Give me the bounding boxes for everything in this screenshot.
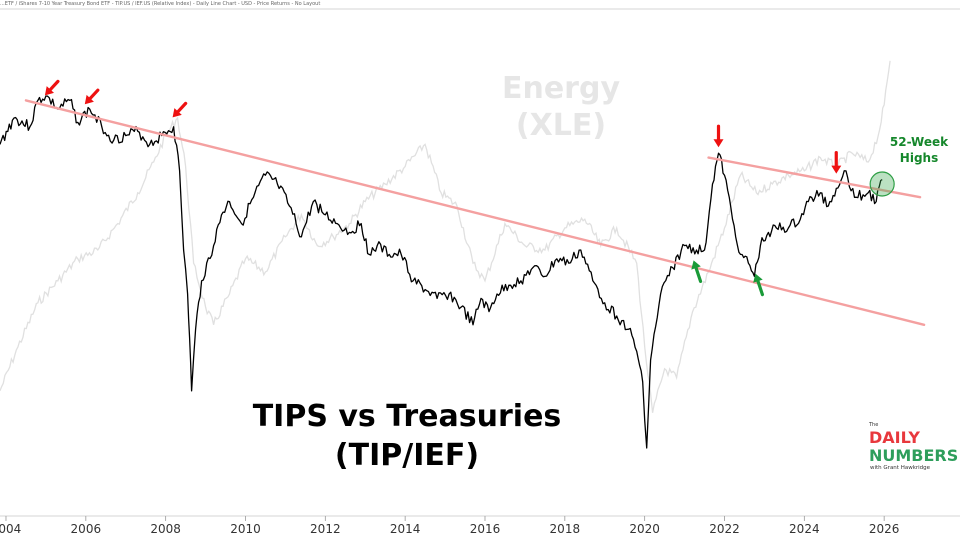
trendline-1 [24, 99, 926, 326]
trendline-2 [707, 156, 922, 199]
series-line-tip-ief [0, 95, 883, 449]
x-tick-label-2026: 2026 [869, 522, 900, 536]
red-arrow-5 [831, 151, 842, 174]
daily-numbers-logo: The DAILY NUMBERS with Grant Hawkridge [868, 422, 958, 471]
green-arrow-1 [691, 260, 703, 283]
green-arrow-2 [753, 273, 765, 297]
x-axis-ticks: 2004 2006 2008 2010 2012 2014 2016 2018 2020 2022… [0, 516, 899, 536]
red-arrow-2 [84, 88, 100, 105]
logo-line-1: DAILY [869, 428, 920, 447]
series-line-energy-xle [0, 60, 891, 413]
series-layer [0, 60, 891, 449]
x-tick-label-2024: 2024 [789, 522, 820, 536]
chart-header: ...ETF / iShares 7-10 Year Treasury Bond… [0, 1, 320, 7]
energy-ticker-label: (XLE) [516, 108, 606, 143]
x-tick-label-2012: 2012 [310, 522, 341, 536]
logo-small-text: The [868, 422, 878, 428]
trendline-layer [24, 99, 926, 326]
x-tick-label-2016: 2016 [470, 522, 501, 536]
red-arrow-3 [172, 101, 188, 118]
red-arrow-4 [713, 124, 724, 148]
x-tick-label-2018: 2018 [550, 522, 581, 536]
marker-layer [44, 79, 895, 297]
x-tick-label-2020: 2020 [629, 522, 660, 536]
x-tick-label-2004: 2004 [0, 522, 21, 536]
x-tick-label-2010: 2010 [230, 522, 261, 536]
highs-label: Highs [900, 151, 938, 165]
logo-tagline: with Grant Hawkridge [870, 465, 931, 471]
highs-circle-marker [869, 171, 895, 197]
logo-line-2: NUMBERS [869, 446, 958, 465]
energy-label: Energy [502, 71, 620, 106]
chart-title: TIPS vs Treasuries [253, 399, 562, 434]
red-arrow-1 [44, 79, 60, 96]
chart-subtitle: (TIP/IEF) [335, 438, 479, 473]
x-tick-label-2022: 2022 [709, 522, 740, 536]
52-week-label: 52-Week [890, 135, 949, 149]
x-tick-label-2014: 2014 [390, 522, 421, 536]
x-tick-label-2008: 2008 [150, 522, 181, 536]
x-tick-label-2006: 2006 [71, 522, 102, 536]
